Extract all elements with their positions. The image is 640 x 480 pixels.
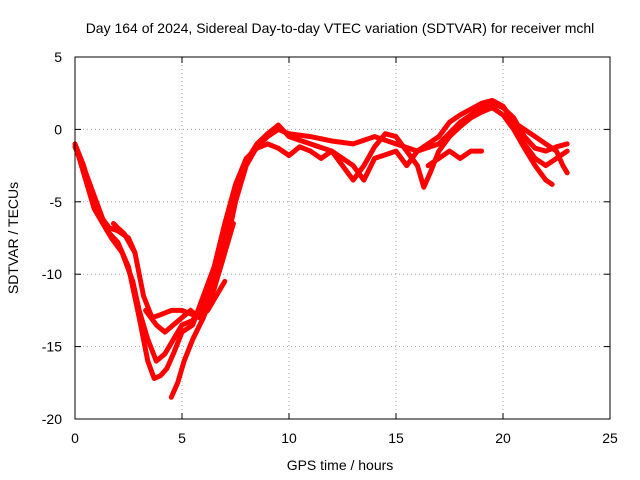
y-tick-label: -5 — [50, 194, 63, 210]
x-tick-label: 0 — [71, 430, 79, 446]
x-tick-label: 25 — [602, 430, 618, 446]
x-tick-labels: 0 5 10 15 20 25 — [71, 430, 618, 446]
x-axis-label: GPS time / hours — [287, 457, 394, 473]
series-trace-7 — [425, 148, 485, 169]
chart-title: Day 164 of 2024, Sidereal Day-to-day VTE… — [86, 20, 595, 36]
x-tick-label: 20 — [495, 430, 511, 446]
series-trace-6 — [111, 221, 138, 255]
y-tick-label: -20 — [42, 411, 62, 427]
x-tick-label: 15 — [388, 430, 404, 446]
plot-frame — [74, 56, 611, 420]
grid-lines — [75, 57, 610, 419]
y-axis-label: SDTVAR / TECUs — [5, 182, 21, 294]
series-trace-8 — [511, 119, 570, 176]
y-tick-label: 0 — [54, 121, 62, 137]
axis-ticks — [74, 56, 611, 420]
y-tick-labels: 5 0 -5 -10 -15 -20 — [42, 49, 62, 427]
x-tick-label: 10 — [281, 430, 297, 446]
series-trace-5 — [143, 278, 228, 335]
y-tick-label: -15 — [42, 339, 62, 355]
series-trace-4 — [168, 221, 236, 400]
data-series — [72, 97, 570, 400]
series-trace-3 — [72, 105, 555, 381]
x-tick-label: 5 — [178, 430, 186, 446]
y-tick-label: -10 — [42, 266, 62, 282]
y-tick-label: 5 — [54, 49, 62, 65]
series-trace-1 — [72, 100, 570, 321]
